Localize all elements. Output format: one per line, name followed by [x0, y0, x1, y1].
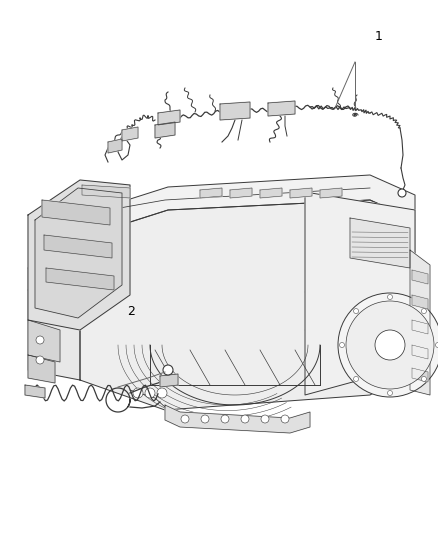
- Polygon shape: [412, 270, 428, 284]
- Circle shape: [133, 388, 143, 398]
- Circle shape: [421, 309, 427, 313]
- Polygon shape: [165, 405, 310, 433]
- Circle shape: [145, 388, 155, 398]
- Polygon shape: [108, 139, 122, 153]
- Circle shape: [353, 309, 359, 313]
- Circle shape: [261, 415, 269, 423]
- Polygon shape: [28, 180, 130, 330]
- Polygon shape: [35, 188, 122, 318]
- Circle shape: [398, 189, 406, 197]
- Text: 2: 2: [127, 305, 135, 318]
- Circle shape: [36, 356, 44, 364]
- Polygon shape: [305, 192, 415, 395]
- Polygon shape: [290, 188, 312, 198]
- Polygon shape: [28, 320, 60, 362]
- Circle shape: [435, 343, 438, 348]
- Circle shape: [346, 301, 434, 389]
- Polygon shape: [46, 268, 114, 290]
- Circle shape: [375, 330, 405, 360]
- Circle shape: [181, 415, 189, 423]
- Circle shape: [338, 293, 438, 397]
- Polygon shape: [82, 185, 130, 198]
- Polygon shape: [80, 200, 415, 410]
- Circle shape: [388, 295, 392, 300]
- Polygon shape: [158, 110, 180, 125]
- Circle shape: [421, 376, 427, 382]
- Circle shape: [388, 391, 392, 395]
- Circle shape: [353, 376, 359, 382]
- Polygon shape: [220, 102, 250, 120]
- Polygon shape: [28, 175, 415, 290]
- Polygon shape: [320, 188, 342, 198]
- Polygon shape: [230, 188, 252, 198]
- Polygon shape: [410, 250, 430, 395]
- Polygon shape: [412, 295, 428, 309]
- Circle shape: [221, 415, 229, 423]
- Text: 1: 1: [375, 30, 383, 43]
- Polygon shape: [28, 238, 80, 380]
- Polygon shape: [350, 218, 410, 268]
- Circle shape: [241, 415, 249, 423]
- Polygon shape: [412, 345, 428, 359]
- Polygon shape: [160, 374, 178, 387]
- Circle shape: [201, 415, 209, 423]
- Polygon shape: [28, 355, 55, 383]
- Polygon shape: [122, 127, 138, 141]
- Polygon shape: [155, 122, 175, 138]
- Circle shape: [36, 336, 44, 344]
- Polygon shape: [25, 385, 45, 398]
- Polygon shape: [44, 235, 112, 258]
- Polygon shape: [268, 101, 295, 116]
- Polygon shape: [412, 320, 428, 334]
- Polygon shape: [42, 200, 110, 225]
- Circle shape: [157, 388, 167, 398]
- Circle shape: [163, 365, 173, 375]
- Polygon shape: [200, 188, 222, 198]
- Polygon shape: [412, 368, 428, 382]
- Circle shape: [281, 415, 289, 423]
- Circle shape: [339, 343, 345, 348]
- Polygon shape: [260, 188, 282, 198]
